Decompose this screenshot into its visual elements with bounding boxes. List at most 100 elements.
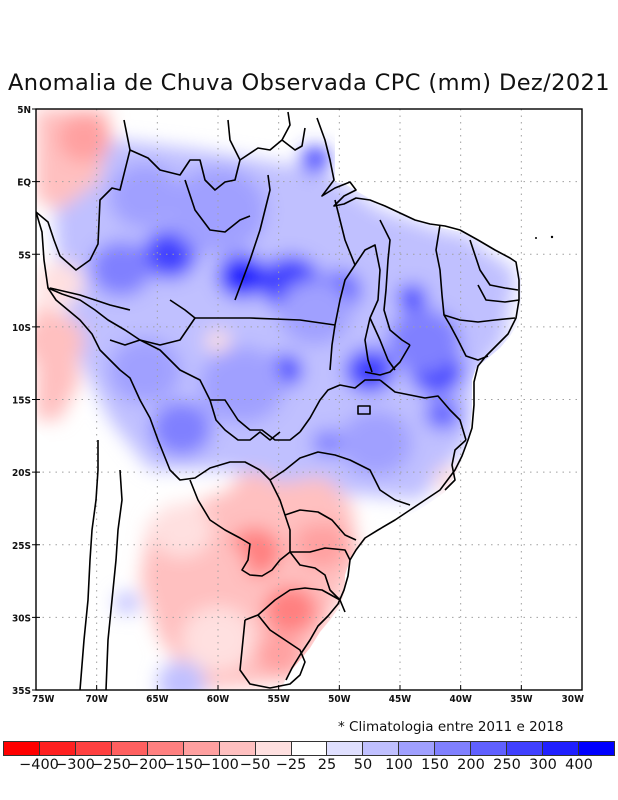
legend-swatch bbox=[39, 742, 76, 755]
anomaly-blob bbox=[199, 346, 285, 424]
border-ma-pi bbox=[379, 219, 411, 346]
anomaly-blob bbox=[151, 401, 212, 456]
border-mg-es-rj bbox=[444, 439, 467, 491]
coastline-north-east bbox=[285, 117, 520, 681]
lon-tick-label: 75W bbox=[32, 694, 55, 705]
anomaly-blob bbox=[466, 261, 516, 306]
map-title: Anomalia de Chuva Observada CPC (mm) Dez… bbox=[8, 70, 610, 96]
legend-swatch bbox=[291, 742, 328, 755]
border-colombia-brazil bbox=[36, 119, 131, 271]
axis-ticks: 75W 70W 65W 60W 55W 50W 45W 40W 35W 30W 5N EQ 5S 10S 1… bbox=[12, 105, 584, 705]
anomaly-blob bbox=[36, 314, 85, 369]
border-ms-sp-mg bbox=[269, 451, 411, 506]
border-to-ba bbox=[369, 317, 396, 371]
border-ro-am bbox=[169, 299, 196, 319]
grid-lines bbox=[36, 109, 582, 690]
lat-tick-label: 20S bbox=[12, 468, 31, 479]
legend-label: 250 bbox=[493, 757, 521, 773]
border-suriname bbox=[281, 127, 306, 151]
border-mt-ms bbox=[210, 399, 301, 441]
legend-label: 25 bbox=[317, 757, 337, 773]
climatology-note: * Climatologia entre 2011 e 2018 bbox=[338, 719, 564, 735]
legend-swatch bbox=[4, 742, 40, 755]
anomaly-blob bbox=[288, 477, 342, 526]
anomaly-blob bbox=[218, 254, 267, 298]
lon-tick-label: 30W bbox=[562, 694, 585, 705]
legend-swatch bbox=[255, 742, 292, 755]
island-dot bbox=[550, 235, 554, 239]
border-pb-pe bbox=[477, 284, 520, 303]
legend-label: 300 bbox=[529, 757, 557, 773]
border-sc-pr bbox=[290, 547, 351, 561]
island-dot bbox=[535, 237, 537, 239]
border-am-pa bbox=[234, 174, 271, 301]
pacific-mask bbox=[36, 430, 76, 690]
legend-swatch bbox=[147, 742, 184, 755]
color-legend bbox=[3, 741, 615, 756]
anomaly-blob bbox=[181, 606, 255, 672]
border-pa-to-ma bbox=[329, 199, 356, 371]
border-peru-brazil bbox=[47, 287, 196, 346]
legend-swatch bbox=[183, 742, 220, 755]
border-mt-pa bbox=[195, 317, 336, 326]
legend-label: −300 bbox=[55, 757, 95, 773]
map-plot-area bbox=[36, 109, 582, 690]
border-pe-al bbox=[443, 314, 516, 323]
lon-tick-label: 35W bbox=[510, 694, 533, 705]
border-argentina-chile-2 bbox=[105, 469, 123, 690]
legend-label: −50 bbox=[239, 757, 271, 773]
lat-tick-label: 10S bbox=[12, 323, 31, 334]
legend-swatch bbox=[327, 742, 364, 755]
anomaly-blob bbox=[312, 429, 342, 457]
anomaly-blob bbox=[205, 330, 231, 353]
lon-tick-label: 60W bbox=[207, 694, 230, 705]
lat-tick-label: 35S bbox=[12, 686, 31, 697]
ocean-mask bbox=[280, 109, 582, 690]
anomaly-blob bbox=[397, 284, 427, 311]
atlantic-islands bbox=[535, 235, 554, 239]
legend-label: −150 bbox=[163, 757, 203, 773]
anomaly-blob bbox=[57, 114, 112, 163]
anomaly-blob bbox=[230, 472, 279, 516]
lat-tick-label: 15S bbox=[12, 396, 31, 407]
anomaly-blob bbox=[36, 261, 85, 306]
border-paraguay bbox=[189, 479, 291, 577]
border-pi-ce bbox=[435, 224, 451, 326]
anomaly-blob bbox=[108, 163, 182, 229]
lon-tick-label: 45W bbox=[389, 694, 412, 705]
legend-label: 150 bbox=[421, 757, 449, 773]
anomaly-blob bbox=[300, 146, 330, 173]
lon-tick-label: 50W bbox=[328, 694, 351, 705]
legend-swatch bbox=[75, 742, 112, 755]
legend-swatch bbox=[435, 742, 472, 755]
legend-swatch bbox=[399, 742, 436, 755]
border-guyana bbox=[239, 111, 291, 161]
border-bolivia-south bbox=[157, 439, 271, 481]
lon-tick-label: 55W bbox=[267, 694, 290, 705]
legend-swatch bbox=[219, 742, 256, 755]
lat-tick-label: 5N bbox=[17, 105, 31, 116]
border-uruguay bbox=[239, 614, 306, 689]
border-rs-sc bbox=[257, 587, 346, 616]
legend-swatch bbox=[507, 742, 544, 755]
anomaly-blob bbox=[151, 502, 212, 558]
legend-label: 50 bbox=[353, 757, 373, 773]
border-ba-go bbox=[364, 344, 411, 376]
border-argentina-brazil bbox=[289, 551, 341, 601]
lat-tick-label: 5S bbox=[18, 250, 31, 261]
anomaly-map: 75W 70W 65W 60W 55W 50W 45W 40W 35W 30W 5N EQ 5S 10S 1… bbox=[12, 105, 584, 705]
legend-swatch bbox=[111, 742, 148, 755]
border-to-ma bbox=[354, 244, 381, 373]
border-ce-rn-pb bbox=[469, 239, 519, 291]
lat-tick-label: 30S bbox=[12, 613, 31, 624]
border-am-rr bbox=[184, 179, 251, 233]
anomaly-blob bbox=[114, 591, 140, 614]
anomaly-blob bbox=[339, 410, 413, 476]
anomaly-blob bbox=[157, 660, 206, 690]
legend-label: −250 bbox=[91, 757, 131, 773]
legend-label: 100 bbox=[385, 757, 413, 773]
lon-tick-label: 40W bbox=[449, 694, 472, 705]
lon-tick-label: 70W bbox=[85, 694, 108, 705]
legend-label: 200 bbox=[457, 757, 485, 773]
border-chile-argentina bbox=[79, 440, 99, 690]
